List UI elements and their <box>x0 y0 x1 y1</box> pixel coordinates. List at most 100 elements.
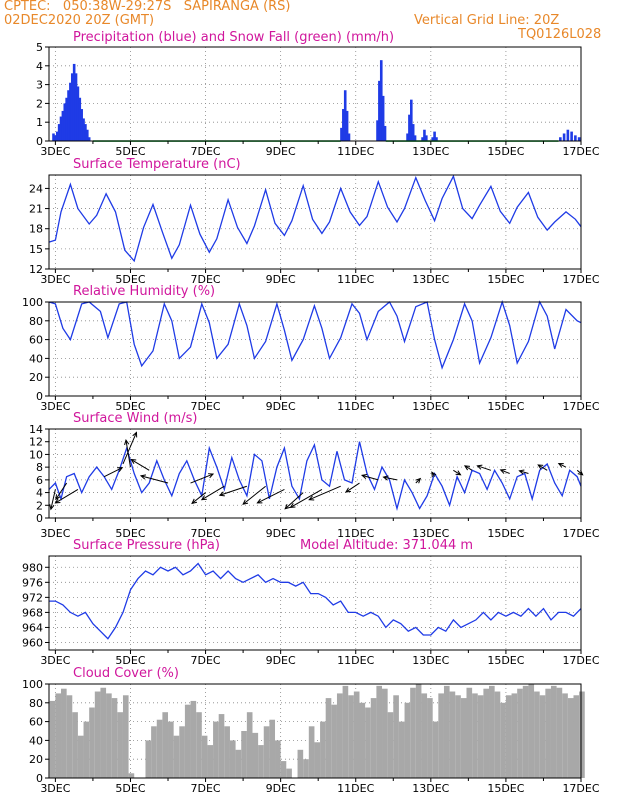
precip-bar <box>559 137 562 141</box>
wind-arrow <box>55 482 68 500</box>
wind-arrow <box>290 488 323 508</box>
cloud-bar <box>252 732 259 778</box>
wind-arrow <box>242 485 266 505</box>
cloud-bar <box>218 714 225 778</box>
y-tick-label: 40 <box>29 734 43 747</box>
y-tick-label: 4 <box>36 60 43 73</box>
precip-bar <box>570 131 573 141</box>
wind-arrow <box>361 474 379 481</box>
cloud-bar <box>579 691 585 778</box>
precip-bar <box>87 137 91 141</box>
x-tick-label: 13DEC <box>412 527 449 540</box>
x-tick-label: 11DEC <box>337 400 374 413</box>
cloud-bar <box>438 693 444 778</box>
cloud-bar <box>235 749 242 778</box>
precip-bar <box>61 110 65 141</box>
precip-bar <box>84 124 87 141</box>
header-station: CPTEC: 050:38W-29:27S SAPIRANGA (RS) <box>4 0 291 14</box>
y-tick-label: 18 <box>29 223 43 236</box>
cloud-bar <box>573 695 580 778</box>
cloud-bar <box>387 712 394 778</box>
x-tick-label: 15DEC <box>487 400 524 413</box>
x-tick-label: 5DEC <box>115 527 145 540</box>
wind-arrow-head <box>130 458 137 464</box>
cloud-bar <box>432 721 439 778</box>
precip-bar <box>85 129 89 141</box>
cloud-bar <box>122 695 129 778</box>
cloud-bar <box>128 773 135 778</box>
cloud-bar <box>173 735 180 778</box>
y-tick-label: 0 <box>36 390 43 403</box>
precip-bar <box>72 63 76 141</box>
pressure-line <box>49 562 582 640</box>
wind-arrow <box>103 467 123 478</box>
wind-arrow-head <box>218 491 225 497</box>
precip-bar <box>54 135 57 141</box>
x-tick-label: 7DEC <box>191 782 221 795</box>
cloud-bar <box>111 698 118 778</box>
wind-arrow <box>190 473 214 484</box>
cloud-bar <box>320 721 326 778</box>
x-tick-label: 17DEC <box>562 400 599 413</box>
wind-arrow <box>50 489 56 510</box>
precip-bar <box>378 80 381 141</box>
x-tick-label: 17DEC <box>562 782 599 795</box>
x-tick-label: 9DEC <box>266 273 296 286</box>
header-date: 02DEC2020 20Z (GMT) <box>4 13 155 28</box>
precip-bar <box>421 137 424 141</box>
precip-bar <box>59 116 63 141</box>
y-tick-label: 980 <box>22 561 43 574</box>
x-tick-label: 7DEC <box>191 400 221 413</box>
wind-arrow-head <box>463 465 470 471</box>
precip-bar <box>347 133 351 141</box>
cloud-bar <box>269 719 276 778</box>
wind-arrow <box>309 485 341 501</box>
x-tick-label: 5DEC <box>115 400 145 413</box>
y-tick-label: 80 <box>29 315 43 328</box>
cloud-bar <box>353 691 360 778</box>
panel-frame <box>48 555 582 651</box>
precip-bar <box>433 131 436 141</box>
panel-frame <box>48 683 582 779</box>
precip-bar <box>57 124 61 141</box>
y-tick-label: 12 <box>29 436 43 449</box>
precip-bar <box>435 137 438 141</box>
cloud-bar <box>156 719 163 778</box>
x-tick-label: 3DEC <box>40 273 70 286</box>
x-tick-label: 15DEC <box>487 273 524 286</box>
y-tick-label: 20 <box>29 371 43 384</box>
wind-arrow <box>519 470 529 474</box>
x-tick-label: 11DEC <box>337 654 374 667</box>
wind-arrow <box>383 476 398 481</box>
cloud-bar <box>410 687 416 778</box>
x-tick-label: 9DEC <box>266 400 296 413</box>
cloud-bar <box>359 702 366 778</box>
wind-arrow <box>122 432 137 465</box>
cloud-bar <box>89 707 95 778</box>
x-tick-label: 15DEC <box>487 145 524 158</box>
wind-arrow-head <box>132 431 138 438</box>
cloud-bar <box>382 688 388 778</box>
panel-title: Surface Pressure (hPa) <box>73 538 220 553</box>
y-tick-label: 2 <box>36 499 43 512</box>
cloud-bar <box>303 759 309 778</box>
wind-arrow <box>477 465 492 471</box>
wind-arrow-head <box>557 463 564 468</box>
panel-frame <box>48 46 582 142</box>
cloud-bar <box>286 768 292 778</box>
wind-arrow <box>55 488 79 504</box>
wind-arrow-head <box>537 464 544 470</box>
x-tick-label: 9DEC <box>266 782 296 795</box>
precip-bar <box>340 127 343 141</box>
wind-arrow-head <box>49 504 55 511</box>
precip-bar <box>76 86 80 141</box>
cloud-bar <box>517 688 523 778</box>
y-tick-label: 0 <box>36 512 43 525</box>
cloud-bar <box>179 726 185 778</box>
x-tick-label: 17DEC <box>562 527 599 540</box>
panel-frame <box>48 301 582 397</box>
y-tick-label: 60 <box>29 334 43 347</box>
wind-arrow <box>453 469 461 476</box>
y-tick-label: 964 <box>22 621 43 634</box>
